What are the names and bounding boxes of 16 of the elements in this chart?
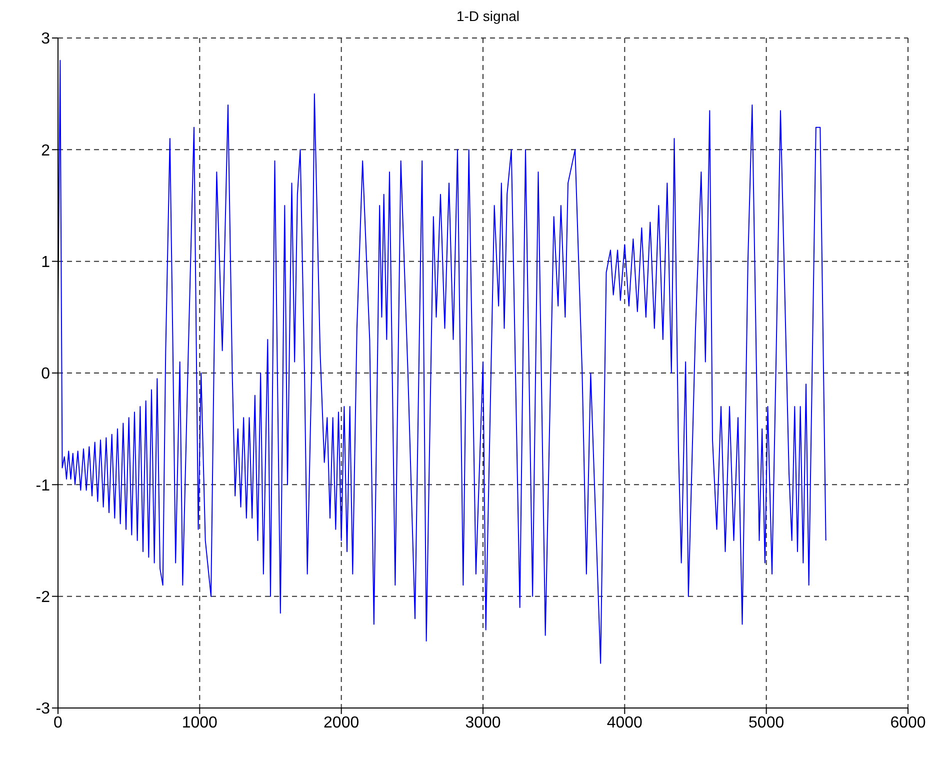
x-tick-label: 5000 [748,714,784,732]
y-tick-label: 3 [41,30,50,48]
y-tick-label: 1 [41,254,50,272]
chart-title: 1-D signal [455,8,521,26]
y-tick-label: -1 [36,477,50,494]
line-series [58,60,826,664]
x-tick-label: 0 [54,714,63,732]
x-tick-label: 1000 [182,714,218,732]
x-tick-label: 4000 [606,714,643,732]
y-tick-label: -2 [36,589,50,606]
x-tick-label: 3000 [465,714,501,732]
x-tick-label: 6000 [890,714,926,732]
y-tick-label: 2 [41,142,50,160]
x-tick-label: 2000 [324,714,360,732]
y-tick-label: 0 [41,366,50,383]
y-tick-label: -3 [36,700,50,718]
